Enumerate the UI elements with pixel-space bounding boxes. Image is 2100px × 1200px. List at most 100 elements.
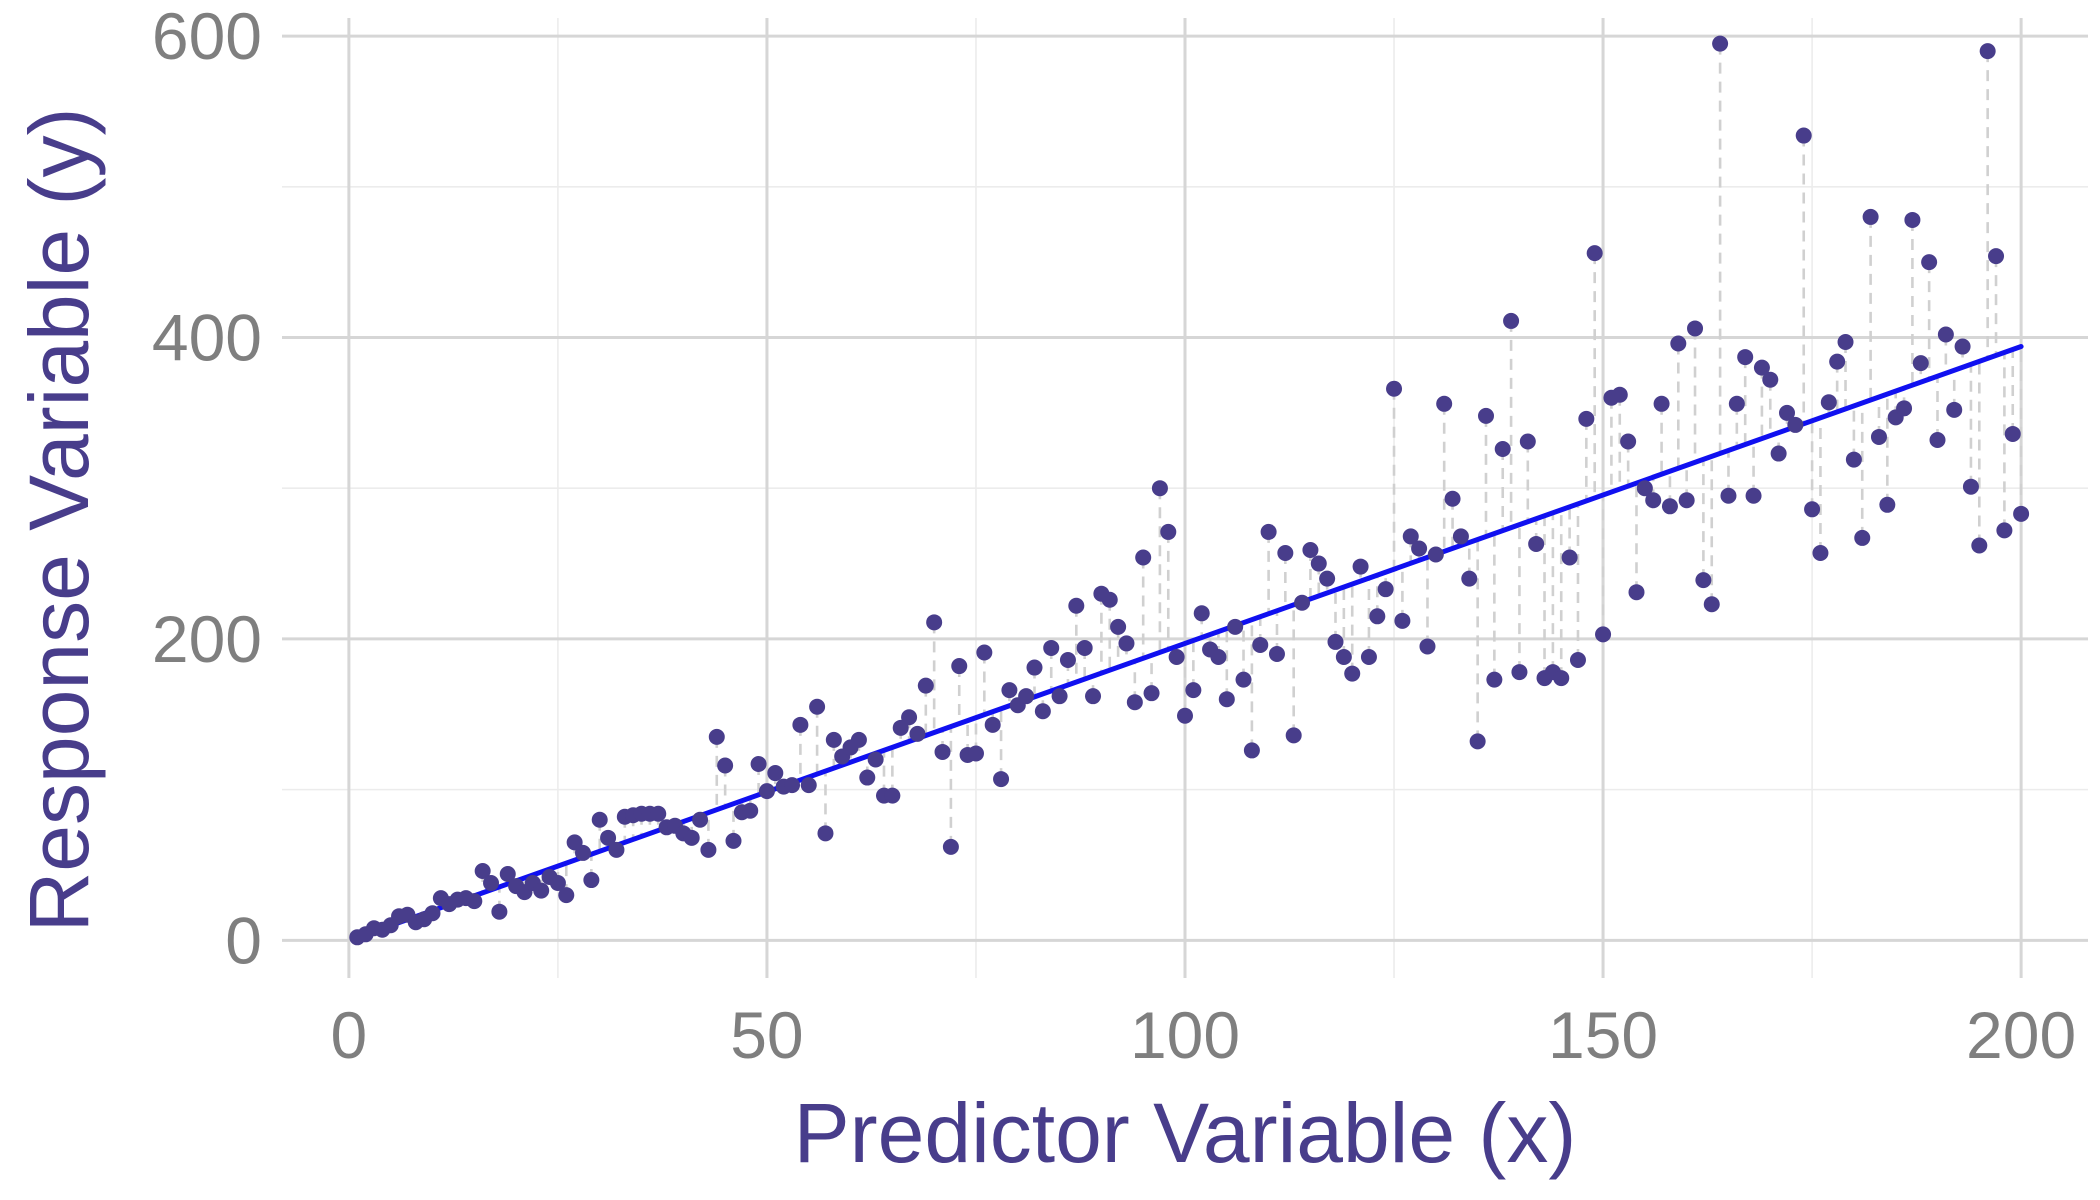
- data-point: [1469, 733, 1486, 750]
- data-point: [1377, 581, 1394, 598]
- data-point: [1962, 478, 1979, 495]
- data-point: [1511, 664, 1528, 681]
- data-point: [942, 838, 959, 855]
- data-point: [1569, 652, 1586, 669]
- x-tick-label: 50: [730, 998, 803, 1072]
- data-point: [575, 844, 591, 861]
- data-point: [1059, 652, 1076, 669]
- data-point: [1427, 546, 1444, 563]
- data-point: [909, 725, 926, 742]
- data-point: [1795, 127, 1812, 144]
- fit-line-group: [354, 344, 2024, 940]
- data-point: [1653, 395, 1670, 412]
- data-point: [1143, 685, 1160, 702]
- data-point: [867, 751, 884, 768]
- y-tick-label: 600: [152, 0, 262, 73]
- data-point: [700, 841, 717, 858]
- data-point: [1344, 665, 1361, 682]
- data-point: [1503, 312, 1520, 329]
- data-point: [1478, 407, 1494, 424]
- data-point: [549, 875, 566, 892]
- y-tick-label: 400: [152, 300, 262, 374]
- data-point: [1712, 35, 1729, 52]
- data-point: [901, 709, 918, 726]
- data-point: [817, 825, 834, 842]
- data-point: [1854, 529, 1871, 546]
- x-tick-label: 200: [1966, 998, 2076, 1072]
- data-point: [1177, 707, 1193, 724]
- data-point: [1661, 498, 1678, 515]
- data-point: [1277, 545, 1294, 562]
- grid: [282, 18, 2088, 978]
- data-point: [1436, 395, 1453, 412]
- data-point: [1210, 648, 1227, 665]
- data-point: [1452, 528, 1469, 545]
- data-point: [1645, 492, 1662, 509]
- y-axis-title: Response Variable (y): [12, 108, 106, 933]
- data-point: [1085, 688, 1102, 705]
- data-point: [859, 769, 876, 786]
- data-point: [1402, 528, 1419, 545]
- data-point: [1753, 359, 1770, 376]
- data-point: [1319, 570, 1336, 587]
- data-point: [1135, 549, 1152, 566]
- data-point: [1762, 371, 1779, 388]
- data-point: [1912, 355, 1929, 372]
- data-point: [967, 745, 984, 762]
- data-point: [1519, 433, 1536, 450]
- data-point: [1971, 537, 1988, 554]
- data-point: [1561, 549, 1578, 566]
- data-point: [1979, 43, 1996, 60]
- data-point: [725, 832, 742, 849]
- data-point: [1260, 523, 1277, 540]
- data-point: [984, 716, 1001, 733]
- data-point: [917, 677, 934, 694]
- data-point: [1670, 335, 1687, 352]
- data-point: [1151, 480, 1168, 497]
- data-point: [993, 771, 1010, 788]
- data-point: [591, 811, 608, 828]
- data-point: [884, 787, 901, 804]
- data-point: [1335, 648, 1352, 665]
- data-point: [1921, 254, 1938, 271]
- data-point: [1862, 208, 1879, 225]
- data-point: [1360, 648, 1377, 665]
- data-point: [424, 905, 441, 922]
- data-point: [1870, 428, 1887, 445]
- data-point: [1168, 648, 1185, 665]
- data-point: [976, 644, 993, 661]
- data-point: [1068, 597, 1085, 614]
- data-point: [1034, 703, 1051, 720]
- data-point: [1160, 523, 1177, 540]
- data-point: [2004, 425, 2021, 442]
- data-point: [1302, 541, 1319, 558]
- data-point: [1294, 594, 1311, 611]
- data-point: [1904, 211, 1921, 228]
- data-point: [1929, 431, 1946, 448]
- data-point: [1193, 605, 1210, 622]
- data-point: [792, 716, 809, 733]
- data-point: [809, 698, 826, 715]
- data-points: [349, 35, 2030, 946]
- y-axis-tick-labels: 0 200 400 600: [152, 0, 262, 977]
- data-point: [1001, 682, 1018, 699]
- data-point: [1110, 618, 1127, 635]
- data-point: [1946, 401, 1963, 418]
- data-point: [583, 872, 600, 889]
- data-point: [1310, 555, 1327, 572]
- data-point: [1268, 645, 1285, 662]
- data-point: [491, 903, 508, 920]
- data-point: [1218, 691, 1235, 708]
- data-point: [1235, 671, 1252, 688]
- data-point: [708, 728, 725, 745]
- data-point: [800, 777, 817, 794]
- data-point: [533, 882, 550, 899]
- data-point: [1101, 591, 1118, 608]
- data-point: [1252, 636, 1269, 653]
- data-point: [1026, 659, 1043, 676]
- x-axis-tick-labels: 0 50 100 150 200: [331, 998, 2077, 1072]
- data-point: [1227, 618, 1244, 635]
- data-point: [1879, 496, 1896, 513]
- data-point: [1285, 727, 1302, 744]
